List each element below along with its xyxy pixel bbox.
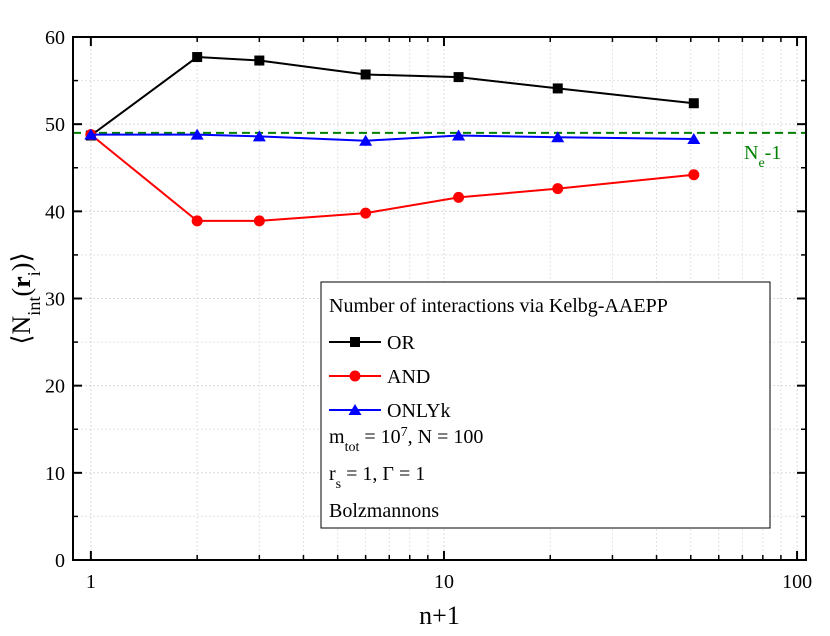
- legend-marker: [348, 404, 362, 415]
- text-part: m: [329, 426, 345, 448]
- y-tick-label: 0: [55, 550, 65, 572]
- annotation: mtot = 107, N = 100: [329, 425, 483, 455]
- marker: [453, 72, 464, 83]
- marker: [360, 207, 372, 219]
- x-tick-label: 10: [434, 571, 454, 593]
- y-tick-label: 30: [45, 289, 65, 311]
- text-part: int: [24, 296, 44, 315]
- text-part: )⟩: [7, 252, 36, 271]
- reference-label: Ne-1: [744, 142, 781, 171]
- x-tick-label: 1: [86, 571, 96, 593]
- marker: [191, 215, 203, 227]
- y-tick-label: 60: [45, 27, 65, 49]
- text-part: r: [7, 276, 36, 288]
- legend-label: OR: [387, 332, 415, 354]
- marker: [192, 52, 203, 63]
- annotation: Bolzmannons: [329, 500, 439, 522]
- marker: [551, 131, 565, 143]
- marker: [452, 129, 466, 141]
- marker: [190, 128, 204, 140]
- marker: [552, 183, 564, 195]
- series-line: [90, 133, 694, 222]
- annotation: rs = 1, Γ = 1: [329, 463, 425, 492]
- x-axis-label: n+1: [419, 601, 460, 630]
- text-part: (: [7, 288, 36, 297]
- marker: [687, 132, 701, 144]
- y-tick-label: 10: [45, 463, 65, 485]
- text-part: e: [758, 155, 764, 170]
- marker: [253, 215, 265, 227]
- text-part: , N = 100: [408, 426, 484, 448]
- text-part: = 10: [359, 426, 400, 448]
- marker: [84, 128, 98, 140]
- marker: [360, 69, 371, 80]
- x-tick-label: 100: [782, 571, 812, 593]
- legend-marker: [349, 370, 361, 382]
- y-axis-label: ⟨Nint(ri)⟩: [7, 252, 44, 344]
- marker: [453, 191, 465, 203]
- text-part: -1: [765, 142, 782, 164]
- text-part: i: [24, 271, 44, 276]
- text-part: tot: [345, 440, 360, 455]
- text-part: 7: [401, 425, 408, 440]
- text-part: s: [336, 477, 341, 492]
- text-part: r: [329, 463, 336, 485]
- text-part: N: [744, 142, 758, 164]
- marker: [252, 130, 266, 142]
- legend-marker: [350, 337, 360, 347]
- marker: [552, 83, 563, 94]
- text-part: Bolzmannons: [329, 500, 439, 522]
- marker: [254, 55, 265, 66]
- legend-label: ONLYk: [387, 400, 451, 422]
- legend-label: AND: [387, 366, 430, 388]
- marker: [359, 134, 373, 146]
- legend-title: Number of interactions via Kelbg-AAEPP: [329, 295, 668, 317]
- series-line: [90, 133, 694, 142]
- y-tick-label: 40: [45, 201, 65, 223]
- marker: [688, 98, 699, 109]
- text-part: ⟨N: [7, 315, 36, 344]
- marker: [688, 169, 700, 181]
- y-tick-label: 20: [45, 376, 65, 398]
- legend-box: [320, 281, 771, 529]
- y-tick-label: 50: [45, 114, 65, 136]
- text-part: = 1, Γ = 1: [341, 463, 425, 485]
